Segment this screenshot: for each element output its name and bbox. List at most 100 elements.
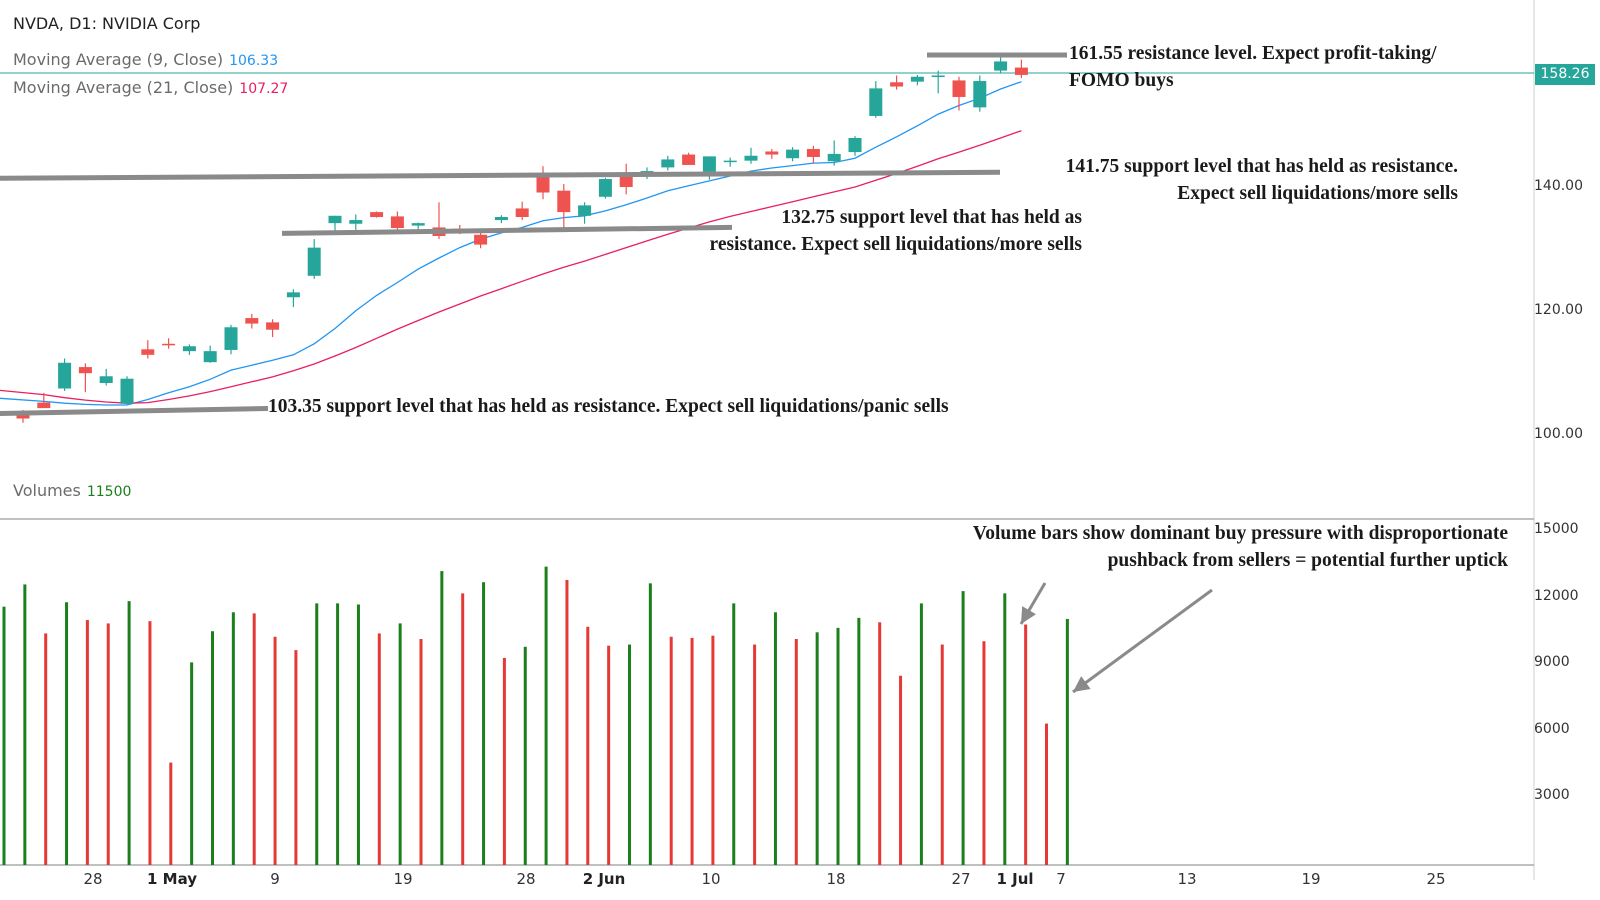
candle — [266, 319, 280, 338]
volume-bar — [148, 621, 152, 865]
volume-bar — [85, 620, 89, 865]
candle-body — [702, 156, 716, 172]
volume-bar — [961, 591, 965, 865]
moving-averages — [0, 81, 1022, 406]
volume-bar — [294, 650, 298, 865]
volume-bars — [2, 566, 1069, 865]
x-tick: 1 Jul — [996, 870, 1034, 888]
candle-body — [973, 81, 987, 108]
volume-bar — [482, 582, 486, 865]
candle-body — [224, 327, 238, 350]
volume-bar — [398, 623, 402, 865]
candle — [848, 136, 862, 156]
volume-bar — [753, 644, 757, 865]
arrow-shaft — [1072, 588, 1213, 694]
volume-bar — [648, 583, 652, 865]
annotation-line: FOMO buys — [1069, 70, 1174, 91]
candle — [536, 166, 550, 200]
candle-body — [744, 155, 758, 161]
candle — [557, 183, 571, 228]
ma21-legend: Moving Average (21, Close) 107.27 — [13, 78, 288, 97]
last-price-badge: 158.26 — [1535, 64, 1595, 85]
arrow-head — [1073, 676, 1091, 692]
candle — [141, 340, 155, 359]
volume-bar — [377, 633, 381, 865]
candle-body — [349, 220, 363, 224]
annotation-resistance-161: 161.55 resistance level. Expect profit-t… — [1069, 40, 1490, 94]
candle-body — [931, 75, 945, 78]
candle-body — [16, 414, 30, 419]
annotation-line: resistance. Expect sell liquidations/mor… — [709, 234, 1082, 255]
candle — [474, 232, 488, 249]
candle — [162, 338, 176, 349]
candle-body — [619, 175, 633, 187]
volume-bar — [231, 612, 235, 865]
annotation-line: Volume bars show dominant buy pressure w… — [972, 523, 1508, 544]
volume-bar — [586, 626, 590, 865]
volume-bar — [336, 603, 340, 865]
y-tick: 120.00 — [1534, 302, 1583, 318]
candle — [182, 344, 196, 355]
candle-body — [78, 367, 92, 374]
volume-bar — [461, 593, 465, 865]
arrow-to-last-volume — [1072, 588, 1213, 694]
arrow-head — [1021, 606, 1036, 624]
volume-bar — [669, 636, 673, 865]
volume-bar — [1065, 618, 1069, 865]
candle — [806, 145, 820, 164]
candle — [390, 211, 404, 231]
candle-body — [474, 234, 488, 245]
candle — [827, 140, 841, 166]
annotation-line: 132.75 support level that has held as — [781, 207, 1082, 228]
candle — [598, 177, 612, 199]
candle-body — [328, 215, 342, 224]
candle-body — [58, 362, 72, 389]
candle — [952, 76, 966, 111]
y-tick: 9000 — [1534, 654, 1570, 670]
volume-bar — [1045, 723, 1048, 865]
x-tick: 18 — [826, 870, 846, 888]
volume-bar — [690, 637, 694, 865]
candle-body — [723, 160, 737, 163]
annotation-support-132: 132.75 support level that has held as re… — [650, 204, 1082, 258]
candle — [58, 358, 72, 391]
candle-body — [806, 149, 820, 157]
x-tick: 7 — [1056, 870, 1066, 888]
candle-body — [203, 351, 217, 363]
x-tick: 10 — [701, 870, 721, 888]
candle — [578, 202, 592, 224]
chart-title: NVDA, D1: NVIDIA Corp — [13, 14, 201, 33]
candle — [307, 239, 321, 279]
volume-bar — [211, 631, 214, 865]
candle-body — [99, 376, 113, 383]
volume-bar — [273, 636, 277, 865]
volumes-legend: Volumes 11500 — [13, 481, 131, 500]
candle-body — [286, 292, 300, 298]
annotation-line: 161.55 resistance level. Expect profit-t… — [1069, 43, 1437, 64]
ma21-value: 107.27 — [239, 81, 289, 97]
candle-body — [515, 208, 529, 218]
candle — [723, 157, 737, 167]
candle — [661, 155, 675, 171]
ma21-line — [0, 130, 1022, 404]
annotation-line: 103.35 support level that has held as re… — [268, 396, 949, 417]
candle-body — [494, 217, 508, 221]
volume-bar — [65, 602, 69, 865]
candle — [203, 345, 217, 363]
candle-body — [640, 171, 654, 173]
volume-bar — [628, 644, 631, 865]
candle — [786, 147, 800, 162]
candle — [286, 289, 300, 308]
candle-body — [848, 138, 862, 153]
candle-body — [682, 154, 696, 165]
volume-bar — [607, 645, 611, 865]
volume-bar — [252, 613, 256, 865]
support-line-141 — [0, 169, 1001, 181]
candle-body — [952, 80, 966, 97]
x-tick: 27 — [951, 870, 971, 888]
support-line-132 — [281, 224, 733, 236]
volume-bar — [106, 623, 110, 865]
candle-body — [890, 82, 904, 87]
volume-bar — [836, 627, 840, 865]
